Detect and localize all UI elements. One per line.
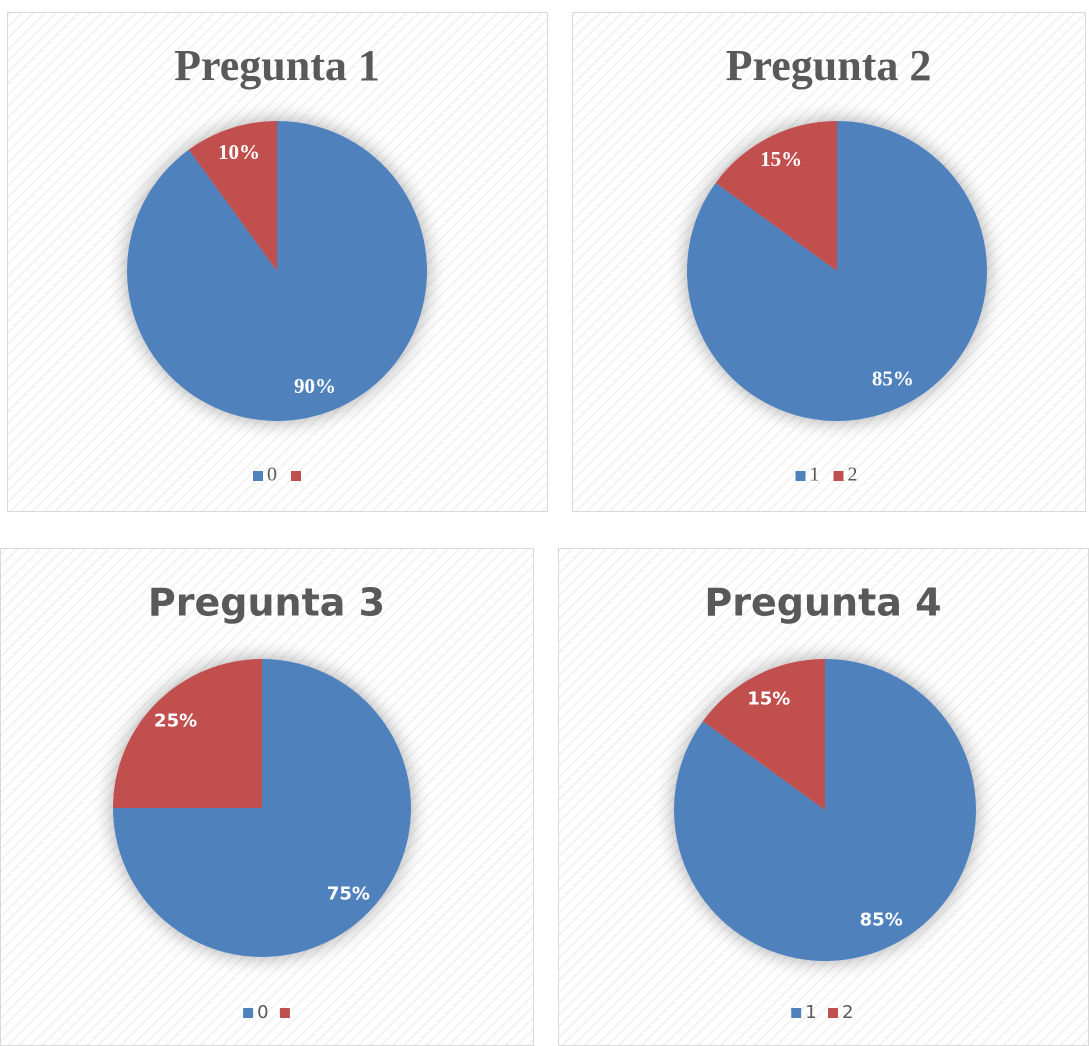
data-label: 85% [860,909,903,930]
legend-label: 2 [842,1002,853,1023]
legend-swatch [828,1008,838,1018]
legend-swatch [791,1008,802,1018]
pie [126,121,427,421]
chart-title: Pregunta 4 [704,581,941,625]
pie [686,121,987,421]
pie-slice [715,121,837,271]
chart-panel: Pregunta 3 75% 25% 0 [0,548,534,1046]
legend: 0 [253,464,301,486]
legend-swatch [795,471,806,481]
legend-label: 1 [810,464,820,486]
data-label: 75% [327,883,370,904]
pie [674,659,976,962]
data-label: 25% [154,711,197,732]
chart-title: Pregunta 2 [726,41,932,90]
legend-swatch [291,471,301,481]
legend-label: 0 [257,1002,268,1023]
legend-label: 2 [848,464,858,486]
data-label: 90% [294,374,336,398]
legend-swatch [833,471,844,481]
pie-slice [702,659,825,810]
data-label: 15% [760,147,802,171]
pie [113,659,411,957]
legend-label: 1 [805,1002,816,1023]
chart-panel: Pregunta 1 90% 10% 0 [7,12,548,512]
legend-swatch [253,471,263,481]
chart-panel: Pregunta 485%15%1 2 [558,548,1089,1046]
pie-slice [188,121,277,271]
legend-label: 0 [267,464,277,486]
data-label: 15% [747,689,790,710]
chart-title: Pregunta 1 [174,41,380,90]
pie-slice [113,659,262,808]
data-label: 85% [872,366,914,390]
legend: 0 [243,1002,290,1023]
data-label: 10% [218,140,260,164]
chart-panel: Pregunta 285%15%1 2 [572,12,1086,512]
legend-swatch [279,1008,290,1018]
legend-swatch [243,1008,254,1018]
chart-title: Pregunta 3 [148,581,385,625]
